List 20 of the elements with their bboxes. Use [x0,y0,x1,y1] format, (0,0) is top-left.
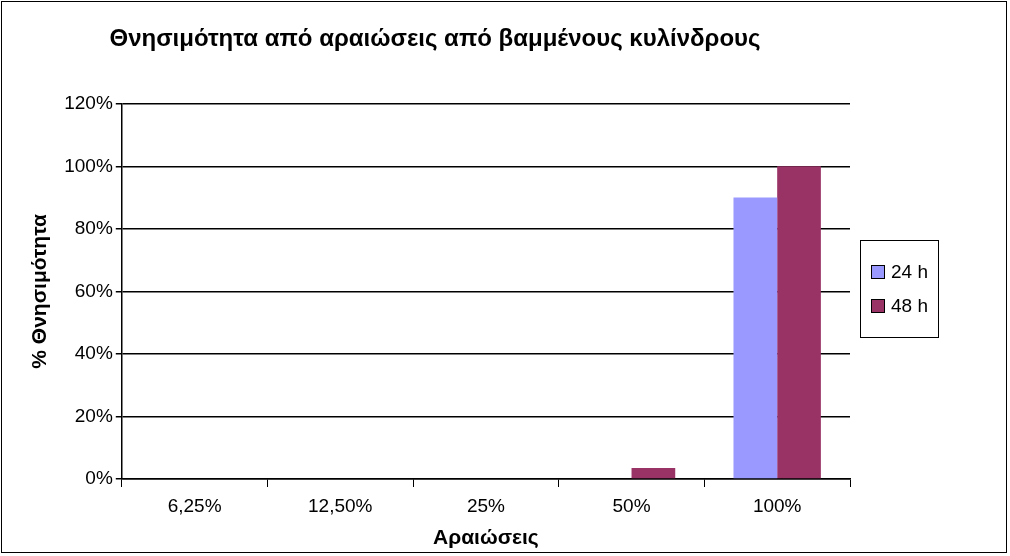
legend-label: 24 h [891,261,928,283]
y-axis-title: % Θνησιμότητα [27,214,51,369]
chart-title: Θνησιμότητα από αραιώσεις από βαμμένους κυλίνδρους [109,24,761,52]
y-tick-label: 60% [74,279,113,301]
bar [733,197,778,479]
y-tick-label: 100% [64,154,113,176]
x-tick-label: 6,25% [167,494,222,516]
y-tick-label: 20% [74,404,113,426]
x-tick-label: 50% [612,494,651,516]
y-tick-label: 120% [64,92,113,114]
x-axis-title: Αραιώσεις [433,525,539,550]
bar [777,166,821,479]
x-tick-label: 25% [466,494,506,516]
legend-label: 48 h [891,295,928,317]
y-tick-label: 40% [74,342,113,364]
x-tick-label: 100% [752,494,802,516]
bar [631,468,676,479]
y-tick-label: 80% [74,217,113,239]
x-tick-label: 12,50% [308,494,373,516]
y-tick-label: 0% [85,467,113,489]
